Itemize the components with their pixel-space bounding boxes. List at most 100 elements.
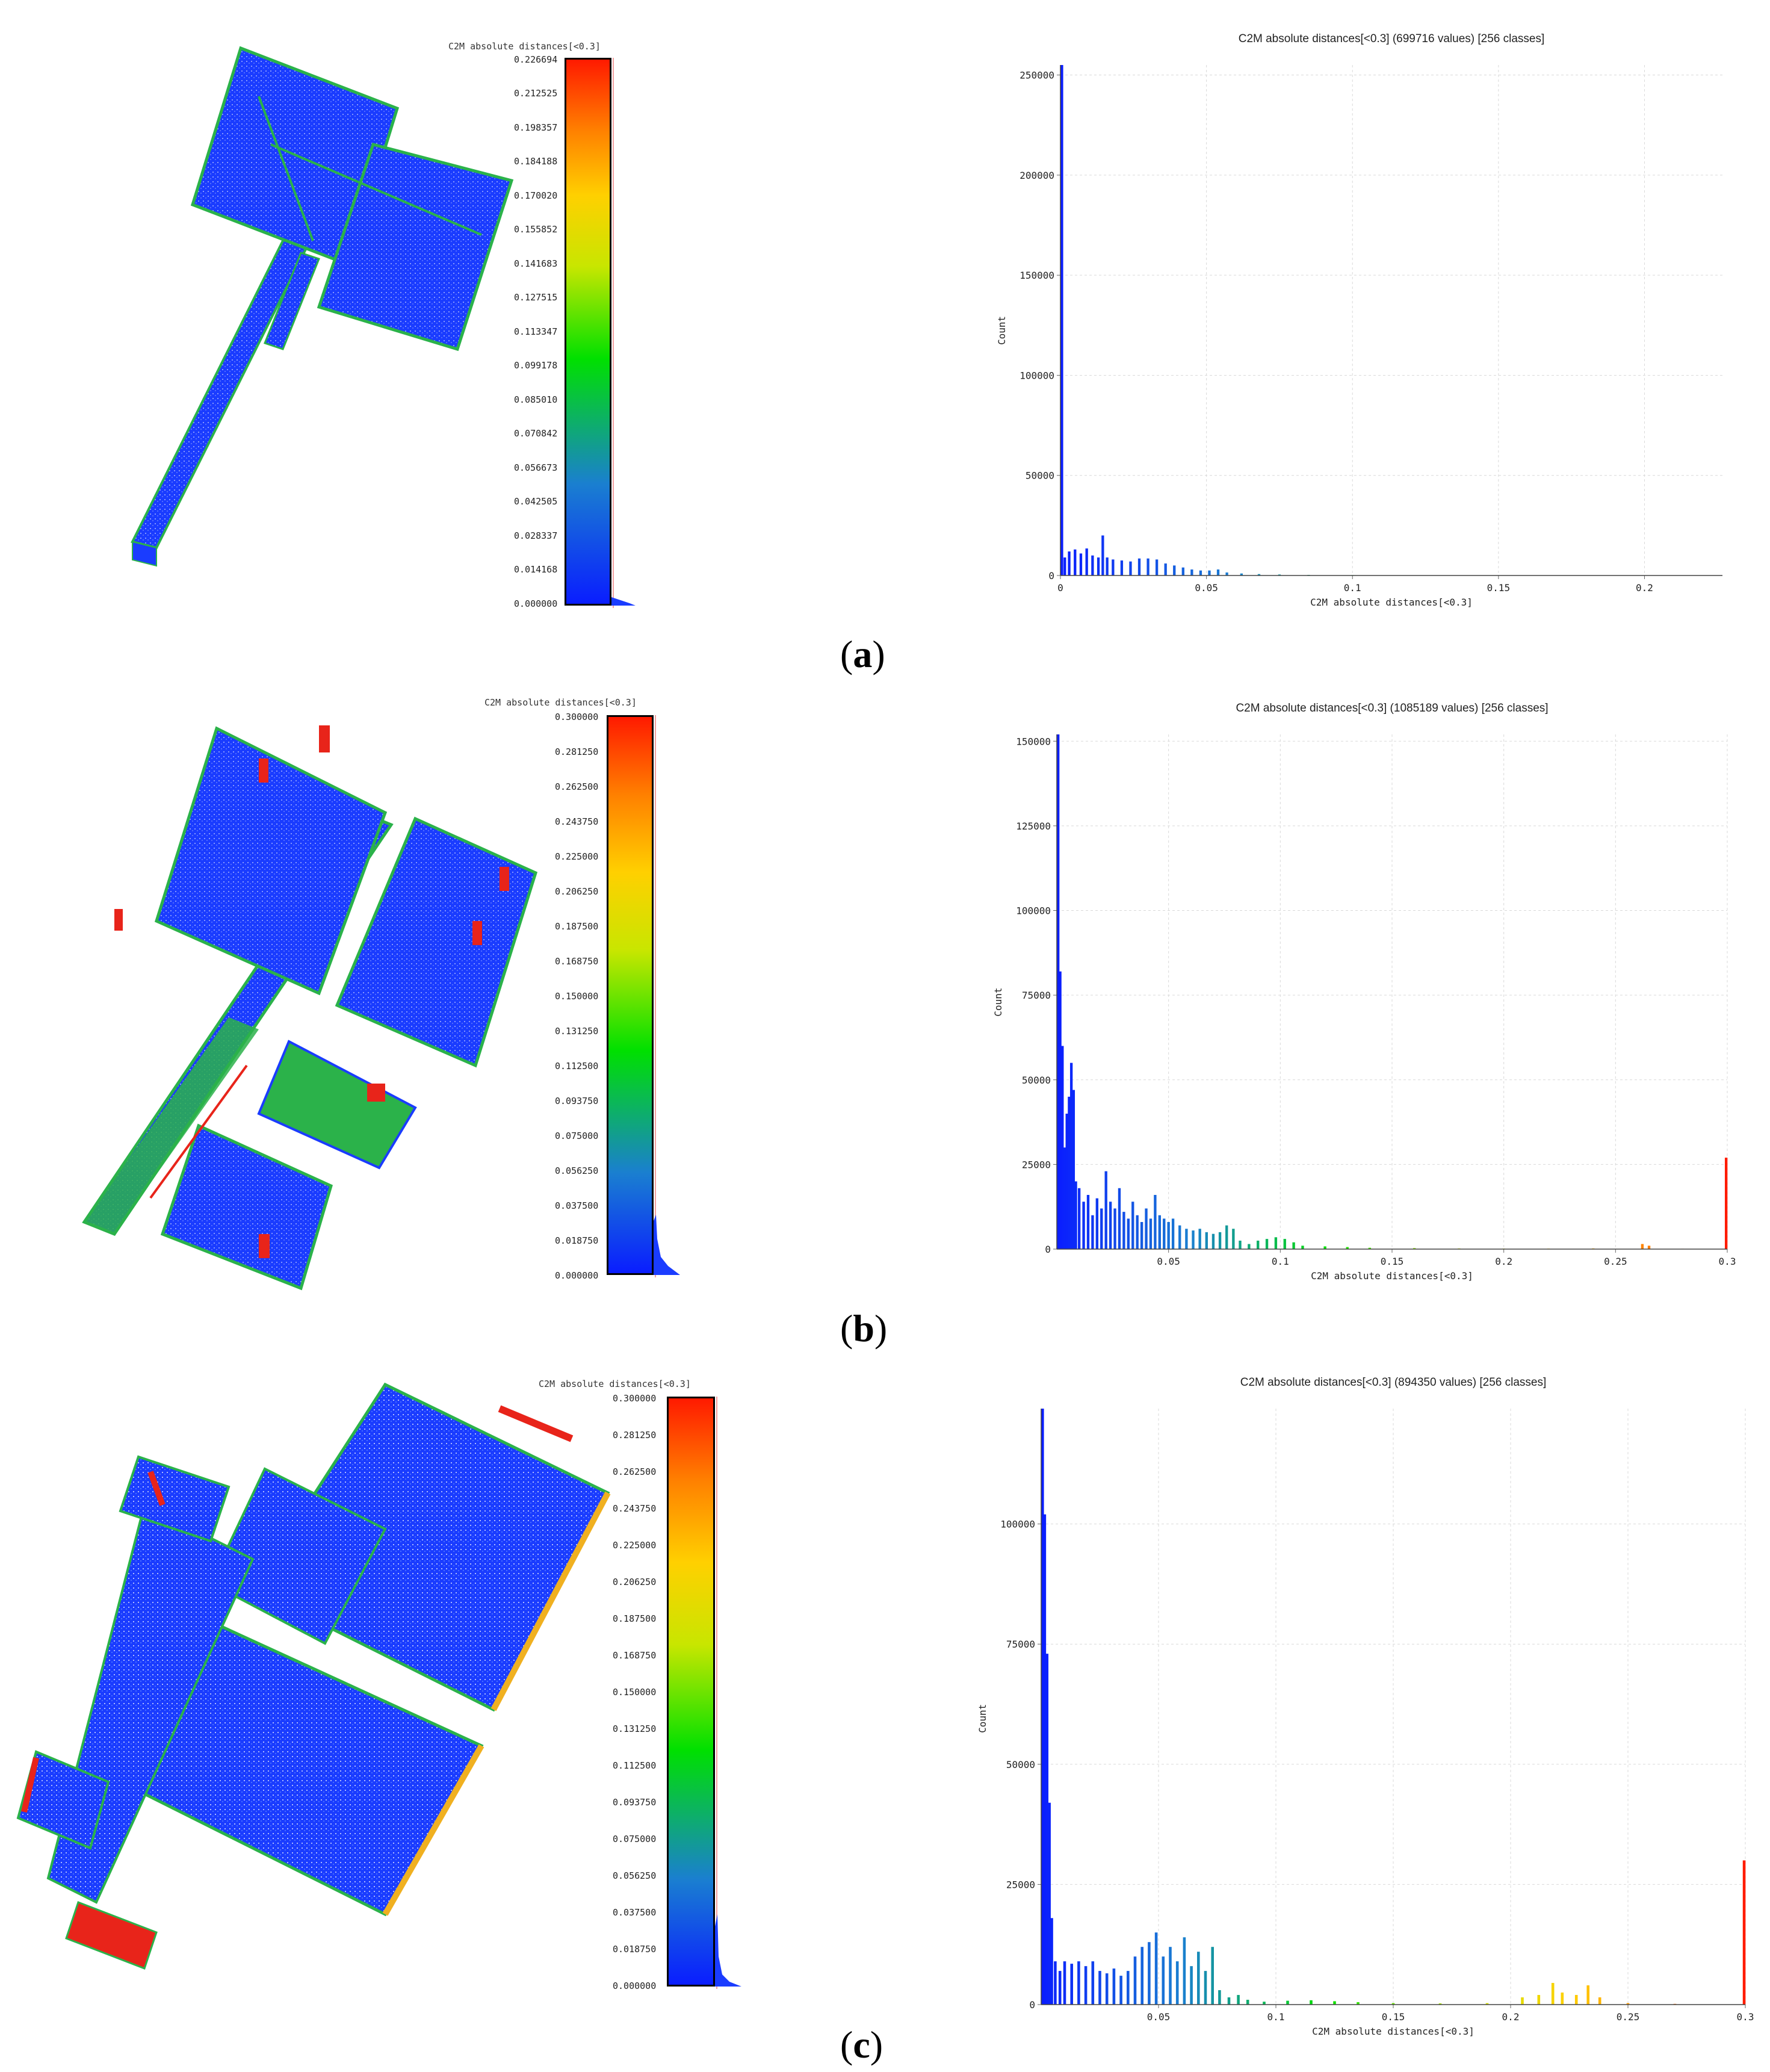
histogram-bar [1190, 1966, 1193, 2005]
scale-tick-label: 0.150000 [613, 1687, 657, 1698]
scale-tick-label: 0.300000 [613, 1393, 657, 1404]
model-wall [472, 921, 482, 945]
histogram-bar [1097, 557, 1100, 575]
scale-tick-label: 0.127515 [514, 292, 558, 303]
histogram-bar [1098, 1971, 1101, 2005]
histogram-bar [1091, 555, 1094, 575]
histogram-bar [1162, 1956, 1165, 2005]
histogram-bar [1537, 1995, 1541, 2005]
histogram-bar [1357, 2002, 1360, 2005]
histogram-bar [1068, 1096, 1071, 1249]
histogram-bar [1248, 1244, 1251, 1249]
scale-histogram [611, 58, 636, 608]
scale-title: C2M absolute distances[<0.3] [448, 41, 601, 52]
histogram-bar [1045, 1654, 1049, 2005]
histogram-bar [1485, 2003, 1489, 2005]
histogram-bar [1225, 1225, 1228, 1249]
y-tick-label: 50000 [1022, 1075, 1051, 1086]
histogram-bar [1113, 1208, 1116, 1249]
scale-tick-label: 0.000000 [613, 1980, 657, 1991]
histogram-bar [1154, 1195, 1157, 1249]
model-wall [154, 726, 388, 996]
scale-tick-label: 0.037500 [613, 1907, 657, 1918]
histogram-bar [1070, 1964, 1073, 2005]
scale-tick-label: 0.226694 [514, 54, 558, 65]
model-wall [335, 816, 538, 1068]
histogram-bar [1346, 1247, 1349, 1249]
x-axis-label: C2M absolute distances[<0.3] [1312, 2026, 1474, 2037]
scale-tick-label: 0.131250 [555, 1026, 599, 1037]
scale-tick-label: 0.225000 [555, 851, 599, 862]
histogram-bar [1574, 1995, 1578, 2005]
y-tick-label: 100000 [1016, 905, 1051, 917]
scale-tick-label: 0.206250 [555, 886, 599, 897]
y-tick-label: 150000 [1020, 270, 1054, 281]
histogram-bar [1164, 563, 1167, 575]
histogram-bar [1148, 1942, 1151, 2005]
histogram-bar [1060, 65, 1063, 575]
y-axis-label: Count [992, 988, 1004, 1017]
histogram-bar [1283, 1239, 1286, 1249]
histogram-bar [1183, 1937, 1186, 2005]
histogram-bar [1137, 558, 1141, 575]
histogram-bar [1240, 573, 1243, 575]
histogram-bar [1048, 1802, 1051, 2005]
scale-tick-label: 0.056250 [613, 1870, 657, 1881]
y-tick-label: 25000 [1022, 1159, 1051, 1170]
histogram-bar [1112, 1968, 1116, 2005]
histogram-bar [1551, 1983, 1555, 2005]
model-wall [65, 1901, 158, 1970]
x-tick-label: 0.2 [1636, 582, 1653, 594]
scale-tick-label: 0.141683 [514, 258, 558, 269]
histogram-bar [1118, 1188, 1121, 1249]
histogram-bar [1286, 2000, 1289, 2005]
scale-histogram [715, 1397, 741, 1989]
y-tick-label: 50000 [1006, 1759, 1035, 1770]
histogram-bar [1438, 2003, 1442, 2005]
y-tick-label: 0 [1048, 570, 1054, 582]
histogram-bar [1050, 1918, 1053, 2005]
histogram-bar [1054, 1961, 1057, 2005]
histogram-bar [1225, 572, 1228, 575]
chart-title: C2M absolute distances[<0.3] (1085189 va… [1236, 702, 1548, 715]
scale-tick-label: 0.170020 [514, 190, 558, 201]
histogram-bar [1204, 1971, 1207, 2005]
histogram-bar [1136, 1215, 1139, 1249]
histogram-bar [1065, 1114, 1068, 1249]
model-view-c [16, 1382, 611, 1970]
scale-tick-label: 0.085010 [514, 394, 558, 405]
y-tick-label: 25000 [1006, 1879, 1035, 1890]
histogram-bar [1278, 574, 1281, 575]
x-tick-label: 0.15 [1487, 582, 1511, 594]
panel-a: C2M absolute distances[<0.3] 0.226694 0.… [0, 0, 1770, 675]
scale-tick-label: 0.042505 [514, 496, 558, 507]
chart-title: C2M absolute distances[<0.3] (894350 val… [1240, 1376, 1547, 1389]
y-tick-label: 250000 [1020, 70, 1054, 81]
histogram-bar [1072, 1090, 1075, 1249]
histogram-bar [1074, 1181, 1077, 1249]
model-wall [147, 1471, 166, 1506]
y-axis-label: Count [996, 316, 1007, 345]
scale-tick-label: 0.112500 [613, 1760, 657, 1771]
panel-c: C2M absolute distances[<0.3] 0.300000 0.… [0, 1348, 1770, 2072]
histogram-bar [1077, 1961, 1080, 2005]
y-tick-label: 125000 [1016, 820, 1051, 832]
scale-tick-label: 0.099178 [514, 360, 558, 371]
histogram-bar [1129, 561, 1132, 575]
scale-tick-label: 0.212525 [514, 88, 558, 99]
panel-b: C2M absolute distances[<0.3] 0.300000 0.… [0, 674, 1770, 1350]
histogram-bar [1185, 1229, 1188, 1249]
histogram-bar [1413, 1248, 1416, 1249]
model-wall [259, 1234, 270, 1258]
histogram-bar [1218, 1990, 1221, 2005]
scale-tick-label: 0.093750 [613, 1797, 657, 1808]
histogram-bar [1724, 1158, 1728, 1249]
histogram-bar [1171, 1218, 1175, 1249]
scale-tick-label: 0.028337 [514, 530, 558, 541]
model-wall [367, 1084, 385, 1102]
histogram-chart-c: C2M absolute distances[<0.3] (894350 val… [977, 1376, 1754, 2037]
scale-tick-label: 0.225000 [613, 1540, 657, 1551]
histogram-bar [1216, 569, 1220, 575]
histogram-bar [1063, 1147, 1066, 1249]
histogram-bar [1106, 557, 1109, 575]
